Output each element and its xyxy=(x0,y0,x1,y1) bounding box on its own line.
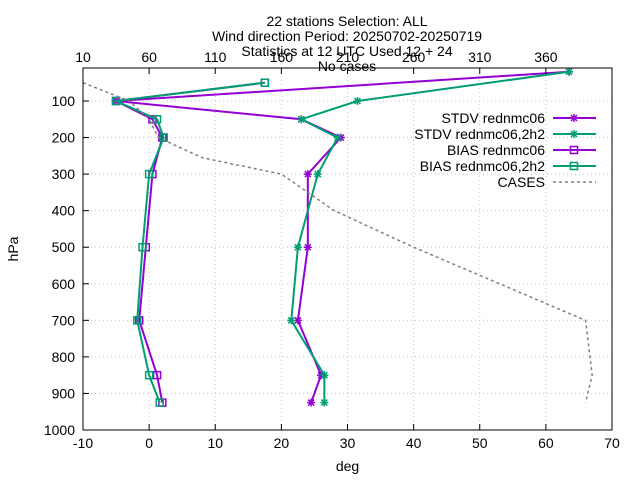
legend-label: STDV rednmc06,2h2 xyxy=(414,126,545,142)
data-point xyxy=(132,316,142,325)
series-line xyxy=(112,81,265,403)
data-point xyxy=(570,130,578,138)
series-stdv-rednmc06-2h2 xyxy=(287,67,574,407)
data-point xyxy=(152,370,162,380)
y-tick-label: 600 xyxy=(52,276,76,292)
data-point xyxy=(320,371,329,380)
y-tick-label: 900 xyxy=(52,385,76,401)
y-tick-label: 200 xyxy=(52,130,76,146)
legend-item: STDV rednmc06 xyxy=(442,110,596,126)
series-cases xyxy=(82,82,593,403)
data-point xyxy=(155,398,164,407)
legend-item: BIAS rednmc06,2h2 xyxy=(420,158,596,174)
x-axis-label: deg xyxy=(336,458,359,474)
x-tick-label: 0 xyxy=(145,435,153,451)
y-tick-label: 700 xyxy=(52,312,76,328)
x-tick-label: 50 xyxy=(472,435,488,451)
x-tick-label: 10 xyxy=(207,435,223,451)
y-tick-label: 800 xyxy=(52,349,76,365)
legend-item: STDV rednmc06,2h2 xyxy=(414,126,596,142)
series-line xyxy=(82,82,593,403)
y-axis-label: hPa xyxy=(5,236,21,261)
legend-label: BIAS rednmc06,2h2 xyxy=(420,158,546,174)
legend-label: BIAS rednmc06 xyxy=(447,142,545,158)
data-point xyxy=(569,161,579,171)
series-layer xyxy=(82,67,593,407)
data-point xyxy=(138,242,147,252)
data-point xyxy=(303,243,312,252)
x2-tick-label: 110 xyxy=(204,49,227,65)
x2-tick-label: 360 xyxy=(534,49,558,65)
data-point xyxy=(152,115,162,124)
x-tick-label: 60 xyxy=(538,435,554,451)
x-tick-label: -10 xyxy=(73,435,93,451)
x2-tick-label: 260 xyxy=(402,49,426,65)
ticks: -10 0 10 20 30 40 50 60 70 100 200 300 400 500 600 700 8… xyxy=(44,49,620,451)
data-point xyxy=(144,169,154,179)
x2-tick-label: 310 xyxy=(468,49,492,65)
data-point xyxy=(333,133,342,142)
title-line: Wind direction Period: 20250702-20250719 xyxy=(212,28,482,44)
title-line: 22 stations Selection: ALL xyxy=(266,13,427,29)
x2-tick-label: 210 xyxy=(336,49,360,65)
x2-tick-label: 160 xyxy=(270,49,294,65)
data-point xyxy=(320,398,329,407)
data-point xyxy=(313,170,322,179)
x-tick-label: 20 xyxy=(274,435,290,451)
data-point xyxy=(307,398,316,407)
data-point xyxy=(565,67,574,76)
data-point xyxy=(293,243,302,252)
data-point xyxy=(570,114,578,122)
data-point xyxy=(353,97,362,105)
y-tick-label: 300 xyxy=(52,166,76,182)
data-point xyxy=(287,316,296,325)
data-point xyxy=(569,145,579,155)
data-point xyxy=(144,370,154,380)
series-bias-rednmc06-2h2 xyxy=(111,78,270,407)
title-line: No cases xyxy=(318,58,376,74)
data-point xyxy=(260,78,270,87)
x2-tick-label: 60 xyxy=(141,49,157,65)
series-line xyxy=(112,81,265,403)
data-point xyxy=(303,170,312,179)
x-tick-label: 30 xyxy=(340,435,356,451)
data-point xyxy=(297,115,306,124)
legend-item: CASES xyxy=(498,174,596,190)
legend-label: STDV rednmc06 xyxy=(442,110,546,126)
title-line: Statistics at 12 UTC Used 12 + 24 xyxy=(241,43,452,59)
data-point xyxy=(111,96,121,106)
x-tick-label: 40 xyxy=(406,435,422,451)
y-tick-label: 500 xyxy=(52,239,76,255)
x2-tick-label: 10 xyxy=(75,49,91,65)
y-tick-label: 100 xyxy=(52,93,76,109)
y-tick-label: 400 xyxy=(52,203,76,219)
y-tick-label: 1000 xyxy=(44,422,75,438)
legend-label: CASES xyxy=(498,174,545,190)
legend-item: BIAS rednmc06 xyxy=(447,142,596,158)
x-tick-label: 70 xyxy=(604,435,620,451)
